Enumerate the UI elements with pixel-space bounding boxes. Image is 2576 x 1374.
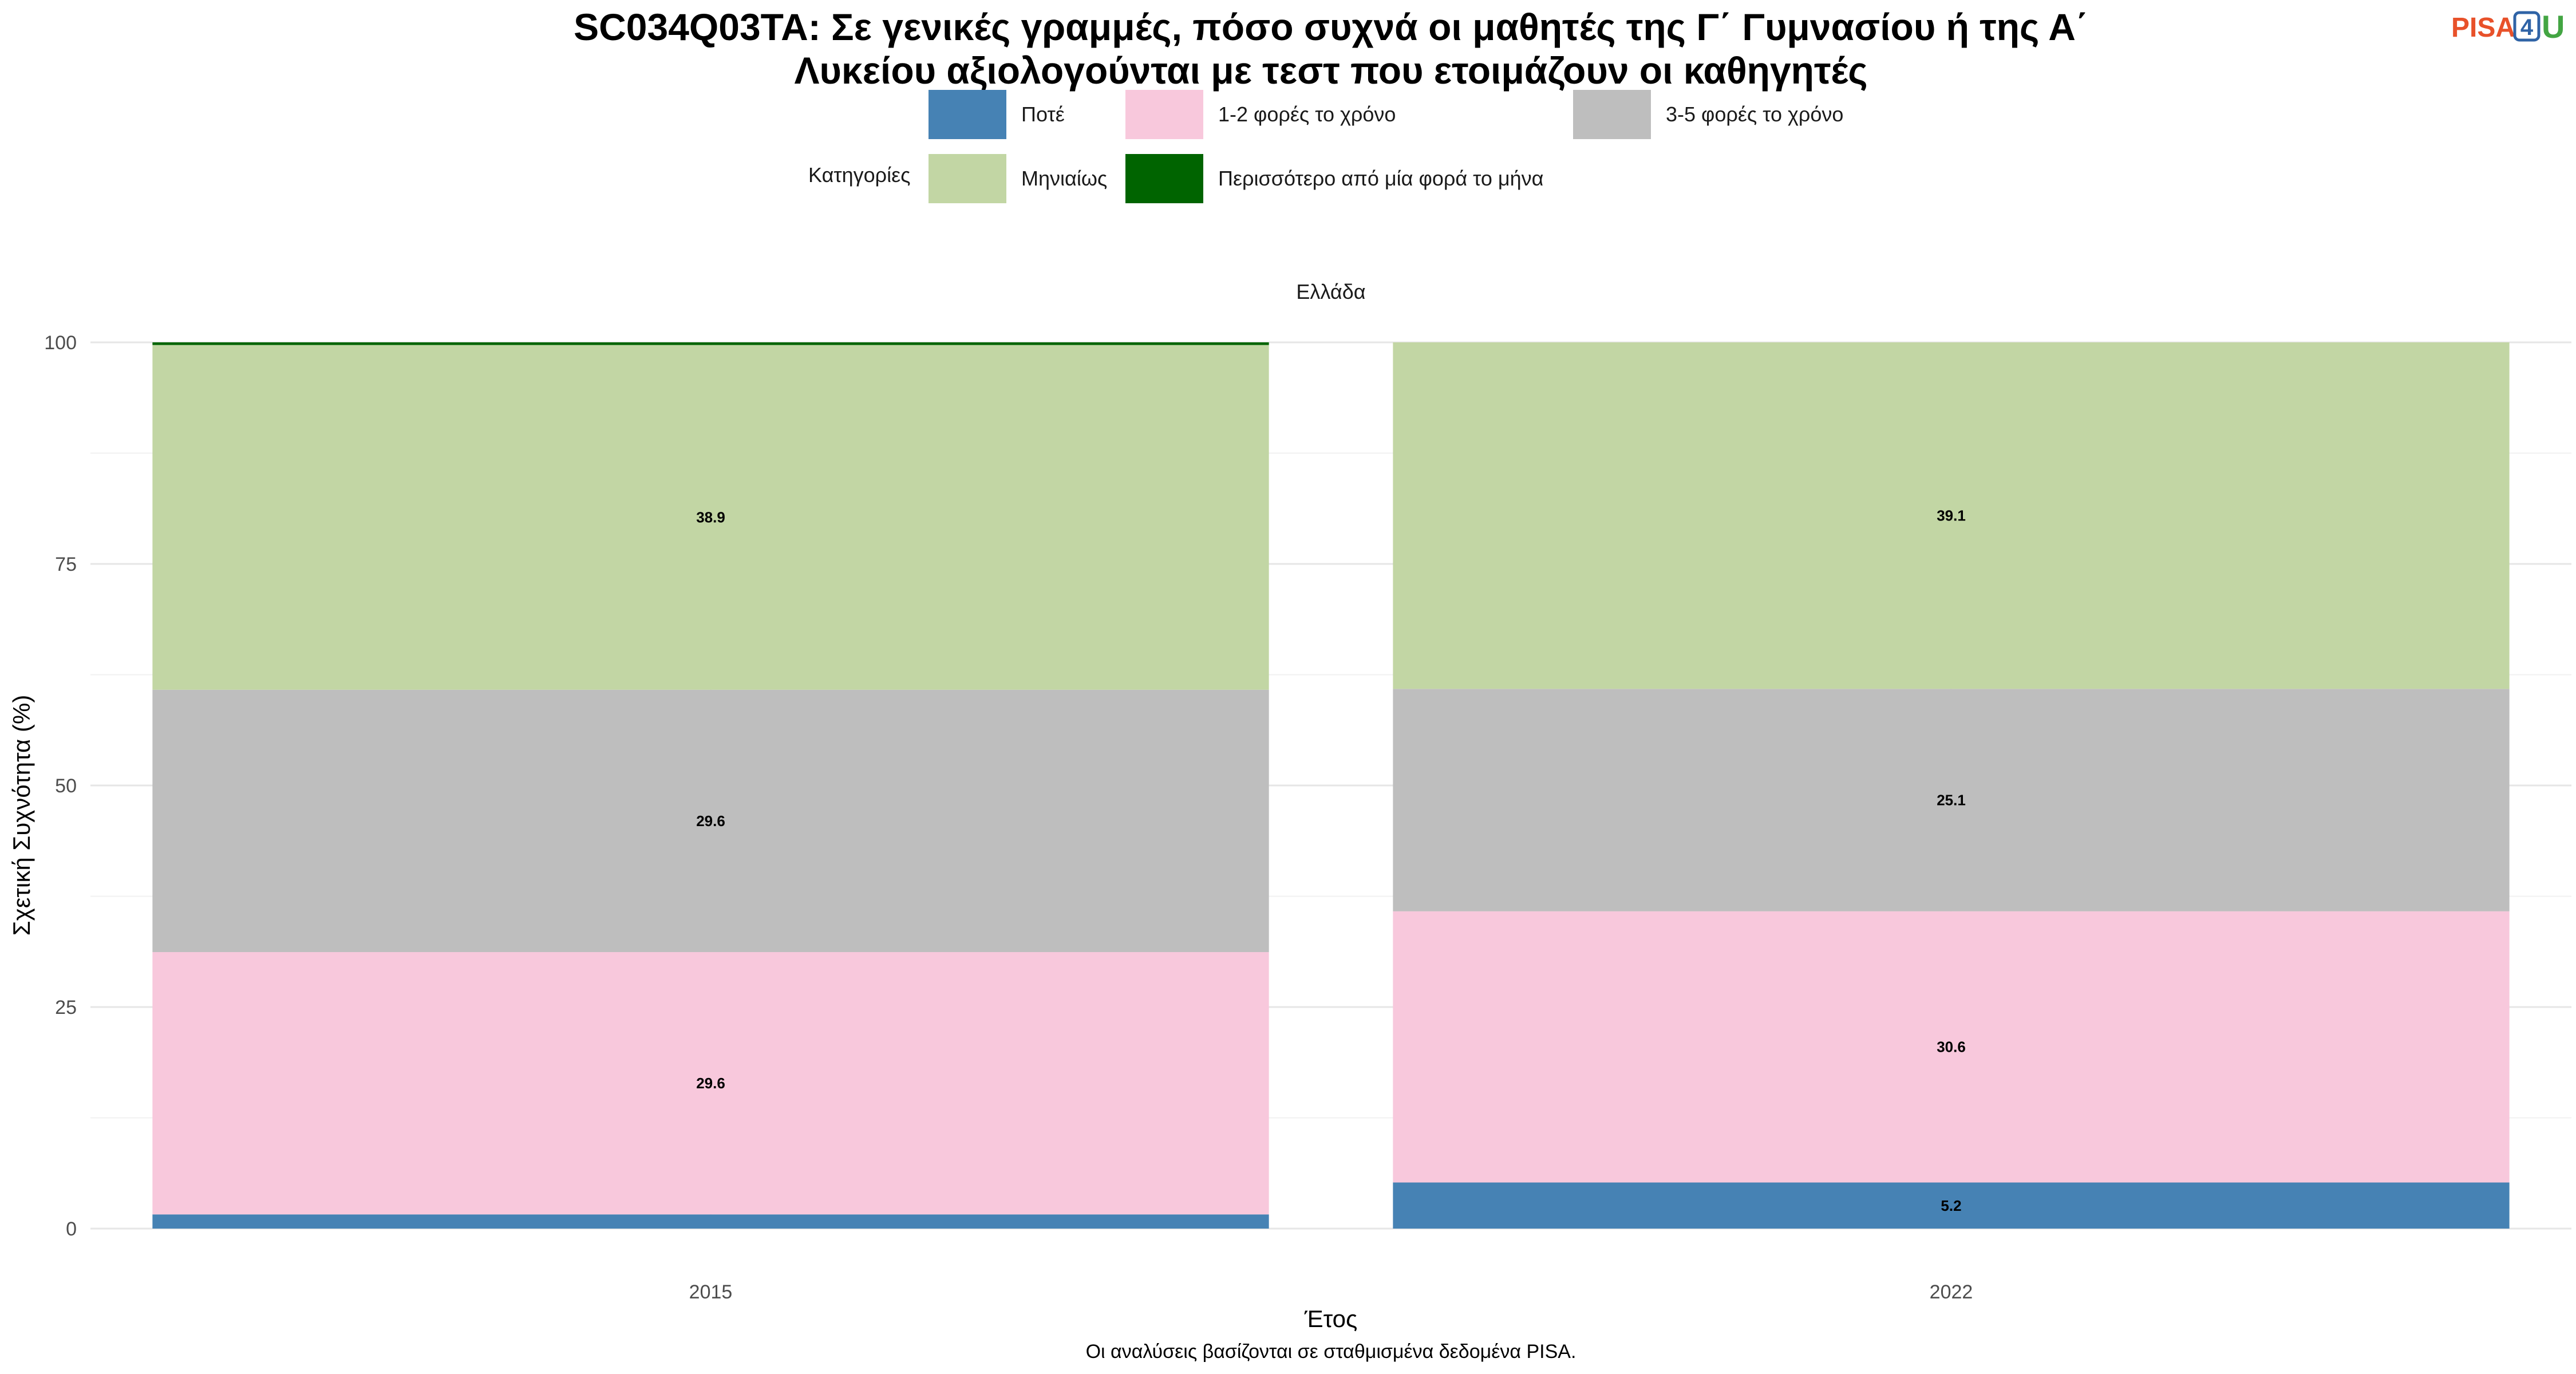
bar-segment xyxy=(152,342,1269,345)
chart-title-line-2: Λυκείου αξιολογούνται με τεστ που ετοιμά… xyxy=(794,49,1867,92)
y-axis-title: Σχετική Συχνότητα (%) xyxy=(8,695,35,936)
legend-key xyxy=(1125,154,1203,203)
logo-text-u: U xyxy=(2542,9,2565,45)
bar-segment xyxy=(152,952,1269,1215)
y-tick-label: 100 xyxy=(44,332,77,354)
y-tick-label: 50 xyxy=(55,775,77,797)
bar-segment xyxy=(1393,911,2510,1183)
facet-strip-label: Ελλάδα xyxy=(1296,280,1365,303)
data-label: 29.6 xyxy=(696,812,725,830)
legend-title: Κατηγορίες xyxy=(808,163,911,187)
legend-key xyxy=(1573,90,1651,139)
legend-key xyxy=(929,154,1006,203)
legend-label: Ποτέ xyxy=(1021,102,1065,126)
bar-segment xyxy=(152,1214,1269,1229)
logo-text-4: 4 xyxy=(2520,15,2534,40)
data-label: 25.1 xyxy=(1937,792,1966,809)
legend-key xyxy=(929,90,1006,139)
legend-key xyxy=(1125,90,1203,139)
y-tick-label: 0 xyxy=(66,1218,77,1240)
bar-segment xyxy=(1393,1182,2510,1229)
logo-text-pisa: PISA xyxy=(2451,13,2515,43)
legend: Κατηγορίες Ποτέ 1-2 φορές το χρόνο 3-5 φορ… xyxy=(808,90,1843,203)
bar-segment xyxy=(1393,689,2510,911)
data-label: 5.2 xyxy=(1941,1197,1961,1214)
data-label: 38.9 xyxy=(696,509,725,526)
logo-box xyxy=(2513,11,2541,42)
x-tick-label: 2022 xyxy=(1930,1281,1973,1303)
data-label: 29.6 xyxy=(696,1075,725,1092)
legend-label: Περισσότερο από μία φορά το μήνα xyxy=(1218,167,1543,190)
caption: Οι αναλύσεις βασίζονται σε σταθμισμένα δ… xyxy=(1086,1341,1577,1363)
data-label: 30.6 xyxy=(1937,1039,1966,1056)
y-axis-ticks: 0 25 50 75 100 xyxy=(44,332,77,1240)
x-axis-ticks: 2015 2022 xyxy=(689,1281,1973,1303)
x-tick-label: 2015 xyxy=(689,1281,733,1303)
data-label: 39.1 xyxy=(1937,507,1966,524)
x-axis-title: Έτος xyxy=(1304,1305,1358,1332)
legend-label: 3-5 φορές το χρόνο xyxy=(1666,102,1843,126)
pisa4u-logo: PISA 4 U xyxy=(2451,9,2565,45)
legend-label: 1-2 φορές το χρόνο xyxy=(1218,102,1396,126)
bar-segment xyxy=(152,689,1269,953)
legend-label: Μηνιαίως xyxy=(1021,167,1107,190)
bar-segment xyxy=(1393,342,2510,689)
chart-title-line-1: SC034Q03TA: Σε γενικές γραμμές, πόσο συχ… xyxy=(574,6,2088,48)
y-tick-label: 25 xyxy=(55,997,77,1018)
y-tick-label: 75 xyxy=(55,554,77,575)
bars: 29.6 29.6 38.9 5.2 30.6 25.1 39.1 xyxy=(152,342,2510,1229)
bar-segment xyxy=(152,345,1269,690)
